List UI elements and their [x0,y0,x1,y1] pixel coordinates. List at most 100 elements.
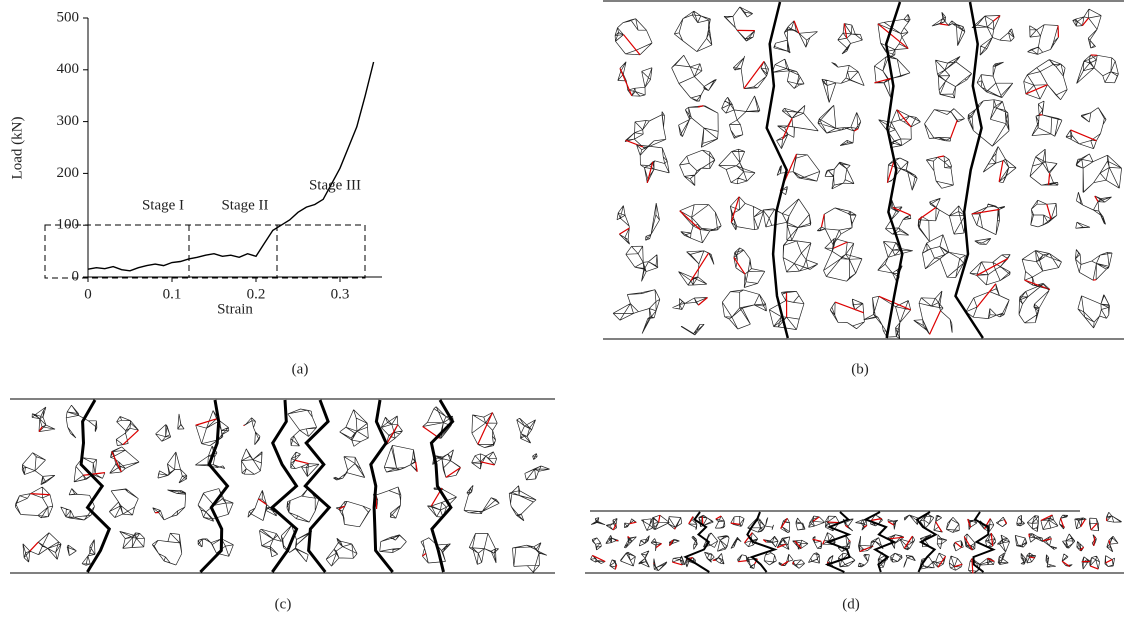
damage [983,518,991,530]
aggregate [678,250,715,286]
aggregate [1023,59,1068,100]
damage [1089,565,1099,570]
damage [730,522,740,525]
aggregate [982,146,1017,184]
aggregate [723,6,756,42]
damage [954,541,962,548]
aggregate [890,552,903,563]
aggregate [1018,283,1050,324]
damage [614,564,618,570]
damage [939,23,949,26]
damage [863,524,868,528]
crack [954,1,984,339]
damage [83,472,105,476]
aggregate [1016,514,1025,527]
x-tick-label: 0 [84,286,92,302]
aggregate [721,289,767,330]
aggregate [887,157,918,191]
crack [884,1,904,339]
damage [655,543,662,549]
aggregate [66,539,96,566]
damage [762,539,767,543]
damage [1047,173,1051,185]
aggregate [152,489,187,521]
aggregate [1042,536,1058,550]
damage [1079,546,1085,551]
aggregate [73,457,106,483]
aggregate [1021,250,1062,290]
damage [1042,538,1052,542]
aggregate [821,62,865,103]
aggregate [718,148,756,185]
aggregate [885,199,912,236]
annotation: Stage I [142,197,184,213]
aggregate [605,535,619,544]
aggregate [620,551,636,567]
aggregate [953,540,964,552]
aggregate [808,552,820,564]
crack [824,511,852,573]
damage [672,561,683,566]
aggregate [948,555,963,571]
damage [896,109,912,128]
damage [780,517,788,529]
crack [972,511,996,573]
stage-box [44,224,366,279]
aggregate [795,517,806,531]
damage [929,310,942,335]
damage [627,536,630,539]
aggregate [838,552,856,568]
damage [30,492,51,496]
aggregate [776,153,821,195]
aggregate [1077,294,1110,329]
aggregate [824,161,855,190]
aggregate [259,528,282,558]
panel-label: (a) [292,361,309,377]
crack [429,399,455,573]
aggregate [335,500,371,528]
aggregate [997,552,1009,565]
damage [937,155,945,158]
damage [646,161,654,184]
aggregate [768,291,805,330]
aggregate [926,155,954,189]
aggregate [195,410,230,447]
damage [950,119,958,139]
damage [1025,84,1048,95]
aggregate [1075,249,1113,281]
aggregate [936,534,948,550]
aggregate [516,417,536,444]
damage [812,538,822,542]
aggregate [1020,553,1027,565]
aggregate [729,196,764,231]
damage [848,539,851,543]
aggregate [380,415,403,446]
aggregate [967,99,1010,147]
damage [629,521,637,525]
simulation-panel [15,399,550,574]
aggregate [1065,107,1107,150]
panel-label: (c) [275,596,292,612]
aggregate [817,105,862,146]
damage [1024,279,1051,291]
damage [877,23,909,50]
damage [668,539,674,546]
aggregate [1045,554,1056,568]
damage [892,206,911,216]
damage [730,196,740,223]
damage [822,540,825,545]
aggregate [243,417,261,446]
damage [918,206,937,221]
aggregate [280,525,313,563]
damage [688,516,694,525]
aggregate [151,532,183,566]
aggregate [1072,8,1102,49]
damage [903,535,913,549]
aggregate [969,238,1011,286]
damage [845,524,849,529]
damage [878,295,911,311]
aggregate [651,514,670,530]
damage [1059,518,1065,528]
damage [415,461,418,472]
aggregate [590,517,606,526]
